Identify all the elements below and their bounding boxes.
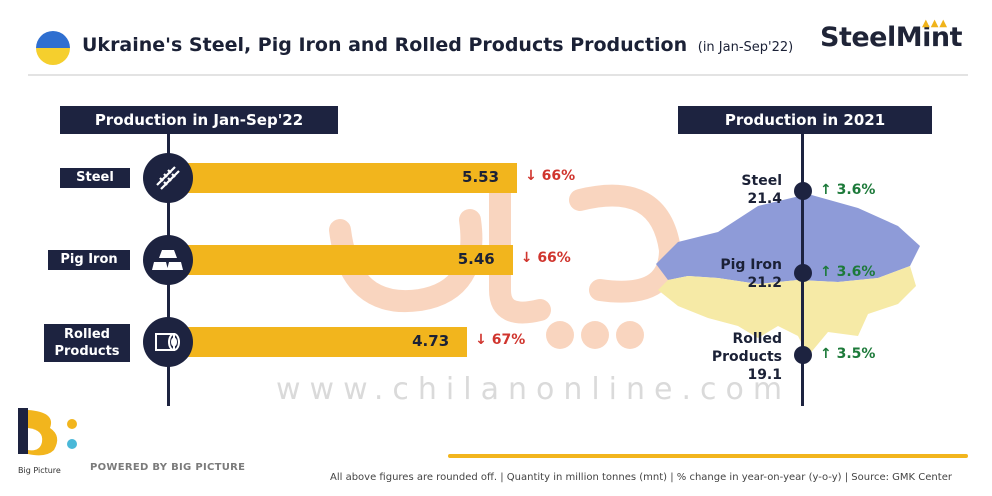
page-title: Ukraine's Steel, Pig Iron and Rolled Pro…: [82, 34, 793, 56]
logo-dots-icon: ▲▲▲: [922, 18, 949, 29]
arrow-up-icon: ↑: [820, 182, 832, 198]
row-value: 19.1: [747, 367, 782, 383]
timeline-dot: [794, 346, 812, 364]
row-label: Rolled Products: [711, 331, 782, 365]
bar-pig-iron: [172, 245, 513, 275]
arrow-down-icon: ↓: [475, 332, 492, 348]
row-steel-2021: Steel 21.4: [686, 172, 782, 208]
arrow-up-icon: ↑: [820, 346, 832, 362]
row-change: ↑ 3.6%: [820, 182, 875, 198]
row-label: Steel: [741, 173, 782, 189]
title-subtitle: (in Jan-Sep'22): [697, 40, 794, 55]
timeline-dot: [794, 264, 812, 282]
change-label: ↓ 66%: [521, 250, 571, 266]
ukraine-flag-icon: [36, 31, 70, 65]
change-label: ↓ 66%: [525, 168, 575, 184]
footnote: All above figures are rounded off. | Qua…: [330, 472, 952, 483]
row-change: ↑ 3.5%: [820, 346, 875, 362]
big-picture-logo-icon: [18, 408, 77, 456]
change-value: 3.6%: [836, 182, 876, 198]
bar-value-label: 5.53: [462, 168, 500, 186]
change-label: ↓ 67%: [475, 332, 525, 348]
bar-rolled-products: [172, 327, 468, 357]
footer-accent-line: [448, 454, 968, 458]
row-label: Pig Iron: [720, 257, 782, 273]
row-pig-iron-2021: Pig Iron 21.2: [686, 256, 782, 292]
right-panel-header: Production in 2021: [678, 106, 932, 134]
bar-value-label: 5.46: [457, 250, 495, 268]
right-panel-title: Production in 2021: [724, 111, 886, 129]
steel-rebar-icon: [143, 153, 193, 203]
row-value: 21.2: [747, 275, 782, 291]
rolled-coil-icon: [143, 317, 193, 367]
powered-by-text: POWERED BY BIG PICTURE: [90, 462, 246, 473]
bar-value-label: 4.73: [412, 332, 450, 350]
change-value: 66%: [541, 168, 576, 184]
change-value: 3.6%: [836, 264, 876, 280]
row-value: 21.4: [747, 191, 782, 207]
row-change: ↑ 3.6%: [820, 264, 875, 280]
bar-steel: [172, 163, 518, 193]
left-chart-title: Production in Jan-Sep'22: [94, 111, 304, 129]
arrow-down-icon: ↓: [520, 250, 538, 266]
ukraine-map-icon: [656, 194, 920, 356]
change-value: 66%: [537, 250, 571, 266]
left-chart-header: Production in Jan-Sep'22: [60, 106, 338, 134]
category-label: Pig Iron: [48, 250, 130, 270]
steelmint-logo: SteelMint ▲▲▲: [820, 18, 962, 53]
change-value: 3.5%: [836, 346, 876, 362]
category-label: Steel: [60, 168, 130, 188]
timeline-dot: [794, 182, 812, 200]
row-rolled-products-2021: Rolled Products 19.1: [686, 330, 782, 384]
arrow-up-icon: ↑: [820, 264, 832, 280]
pig-iron-ingots-icon: [143, 235, 193, 285]
watermark-text: www.chilanonline.com: [276, 372, 792, 407]
title-text: Ukraine's Steel, Pig Iron and Rolled Pro…: [82, 34, 688, 56]
category-label: Rolled Products: [44, 324, 130, 362]
change-value: 67%: [491, 332, 526, 348]
brand-name: SteelMint: [820, 22, 962, 53]
arrow-down-icon: ↓: [525, 168, 542, 184]
header-divider: [28, 74, 968, 76]
big-picture-label: Big Picture: [18, 466, 61, 475]
